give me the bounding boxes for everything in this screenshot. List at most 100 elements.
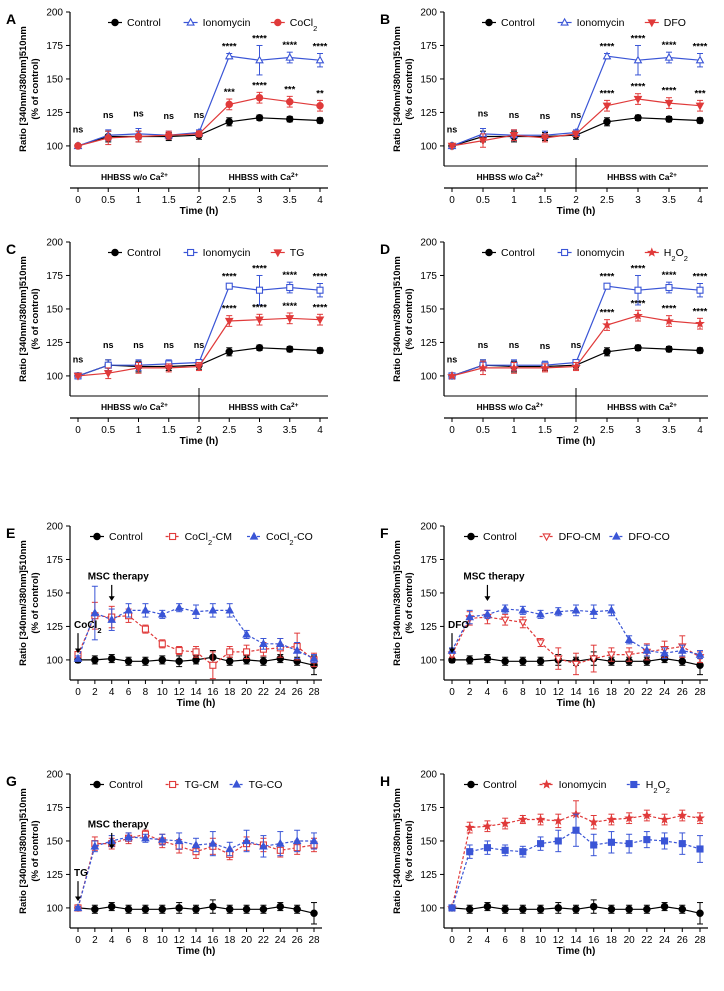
legend-label: DFO-CM [559,531,601,543]
y-axis-label-unit: (% of control) [30,288,41,349]
treatment-label: CoCl2 [74,620,102,635]
annotation-significance: **** [631,33,646,44]
phase-before-label: HHBSS w/o Ca2+ [477,172,544,183]
x-tick-label: 0.5 [101,425,115,436]
data-point [255,316,264,325]
y-tick-label: 200 [46,770,63,781]
legend-marker [561,248,569,257]
series-tg [73,312,325,381]
treatment-label-part: TG [74,868,88,879]
data-point [310,909,318,918]
data-point [518,619,528,628]
x-tick-label: 0 [75,425,81,436]
data-point [695,813,705,823]
phase-after-super: 2+ [291,172,299,179]
panel-letter: E [6,525,15,541]
x-tick-label: 10 [535,687,547,698]
y-tick-label: 175 [420,271,437,282]
x-tick-label: 3.5 [283,195,297,206]
treatment-label-part: 2 [97,625,101,634]
y-tick-label: 125 [46,108,63,119]
legend-label-part: Ionomycin [559,779,607,791]
x-tick-label: 2 [92,687,98,698]
legend-label-part: 2 [313,24,317,33]
data-point [661,837,669,845]
legend-label-part: Control [483,779,517,791]
data-point [678,905,687,914]
annotation-significance: ** [316,88,324,99]
x-tick-label: 1 [136,425,142,436]
x-tick-label: 3.5 [283,425,297,436]
data-point [226,648,234,656]
data-point [225,905,234,914]
data-point [509,132,519,140]
x-tick-label: 28 [308,687,320,698]
data-point [553,655,563,664]
data-point [209,661,217,669]
panel-letter: H [380,773,390,789]
data-point [209,902,217,911]
x-tick-label: 12 [174,935,186,946]
legend-marker [560,17,569,26]
treatment-arrow-head [75,648,81,654]
data-point [73,903,83,912]
y-tick-label: 125 [46,622,63,633]
y-axis-label: Ratio [340nm/380nm]510nm [392,26,403,152]
y-tick-label: 100 [46,141,63,152]
data-point [285,97,294,106]
data-point [175,646,183,655]
legend-label-part: DFO [664,17,686,29]
legend-label: TG-CO [249,779,283,791]
data-point [589,655,599,664]
annotation-ns: ns [571,110,582,120]
x-tick-label: 20 [241,935,253,946]
annotation-ns: ns [73,355,84,365]
data-point [107,902,116,911]
data-point [634,114,642,122]
data-point [157,609,167,618]
legend-label-part: 2 [289,538,293,547]
x-axis-label: Time (h) [557,436,596,447]
x-tick-label: 14 [570,935,582,946]
data-point [315,316,325,325]
annotation-significance: **** [252,302,267,313]
data-point [589,902,598,911]
data-point [607,905,616,914]
x-tick-label: 0 [449,687,455,698]
x-axis-label: Time (h) [177,946,216,957]
legend-label: H2O2 [646,779,670,795]
legend-label: TG-CM [185,779,219,791]
data-point [554,837,562,845]
x-tick-label: 0 [449,195,455,206]
legend-label: H2O2 [664,247,688,263]
phase-before-text: HHBSS w/o Ca [477,172,537,182]
x-tick-label: 10 [157,935,169,946]
data-point [501,657,509,666]
phase-before-label: HHBSS w/o Ca2+ [101,172,168,183]
legend-label-part: CoCl [290,17,313,29]
legend-label: CoCl2 [290,17,318,33]
data-point [540,134,550,143]
y-tick-label: 200 [420,522,437,533]
series-cocl2-co [73,585,319,664]
x-axis-label: Time (h) [180,436,219,447]
legend-label: Control [109,531,143,543]
legend-marker [485,248,493,257]
data-point [73,372,83,381]
data-point [191,840,201,849]
data-point [603,282,611,290]
data-point [316,346,324,355]
data-point [243,648,251,656]
data-point [634,344,642,352]
annotation-ns: ns [540,111,551,121]
annotation-significance: **** [313,302,328,313]
legend-marker [467,532,475,541]
data-point [603,118,611,126]
data-point [286,283,294,292]
data-point [195,130,203,138]
phase-after-label: HHBSS with Ca2+ [229,172,299,183]
data-point [90,841,100,850]
